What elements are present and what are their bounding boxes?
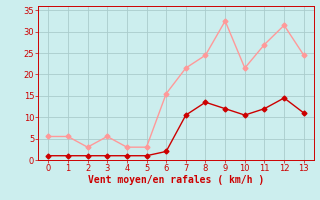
X-axis label: Vent moyen/en rafales ( km/h ): Vent moyen/en rafales ( km/h ): [88, 175, 264, 185]
